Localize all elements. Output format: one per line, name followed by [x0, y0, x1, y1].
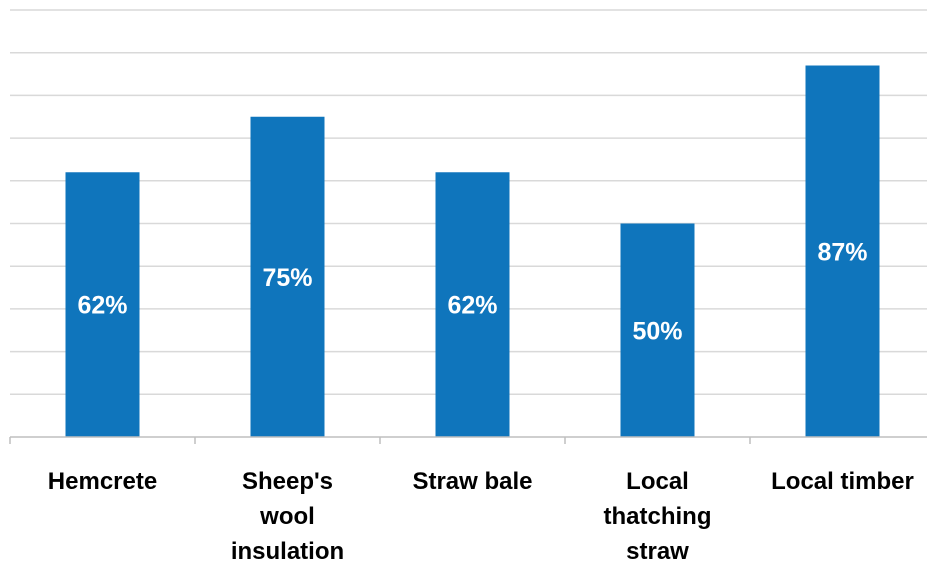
category-label-line: insulation [231, 538, 344, 561]
category-label-line: Sheep's [242, 468, 333, 495]
category-label-line: thatching [604, 503, 712, 530]
data-label: 62% [447, 292, 497, 320]
data-label: 75% [262, 264, 312, 292]
category-label: Local timber [771, 468, 914, 495]
bars [66, 66, 880, 437]
data-label: 62% [77, 292, 127, 320]
category-label: Straw bale [412, 468, 532, 495]
category-labels: Hemcrete Sheep's wool insulation Straw bale L… [48, 468, 914, 561]
category-label-line: Local [626, 468, 689, 495]
category-label-line: Local timber [771, 468, 914, 495]
x-axis [10, 437, 927, 444]
category-label: Sheep's wool insulation [231, 468, 344, 561]
category-label-line: Straw bale [412, 468, 532, 495]
category-label-line: wool [259, 503, 315, 530]
data-label: 50% [632, 317, 682, 345]
category-label-line: straw [626, 538, 689, 561]
data-label: 87% [817, 238, 867, 266]
category-label-line: Hemcrete [48, 468, 157, 495]
category-label: Hemcrete [48, 468, 157, 495]
category-label: Local thatching straw [604, 468, 712, 561]
